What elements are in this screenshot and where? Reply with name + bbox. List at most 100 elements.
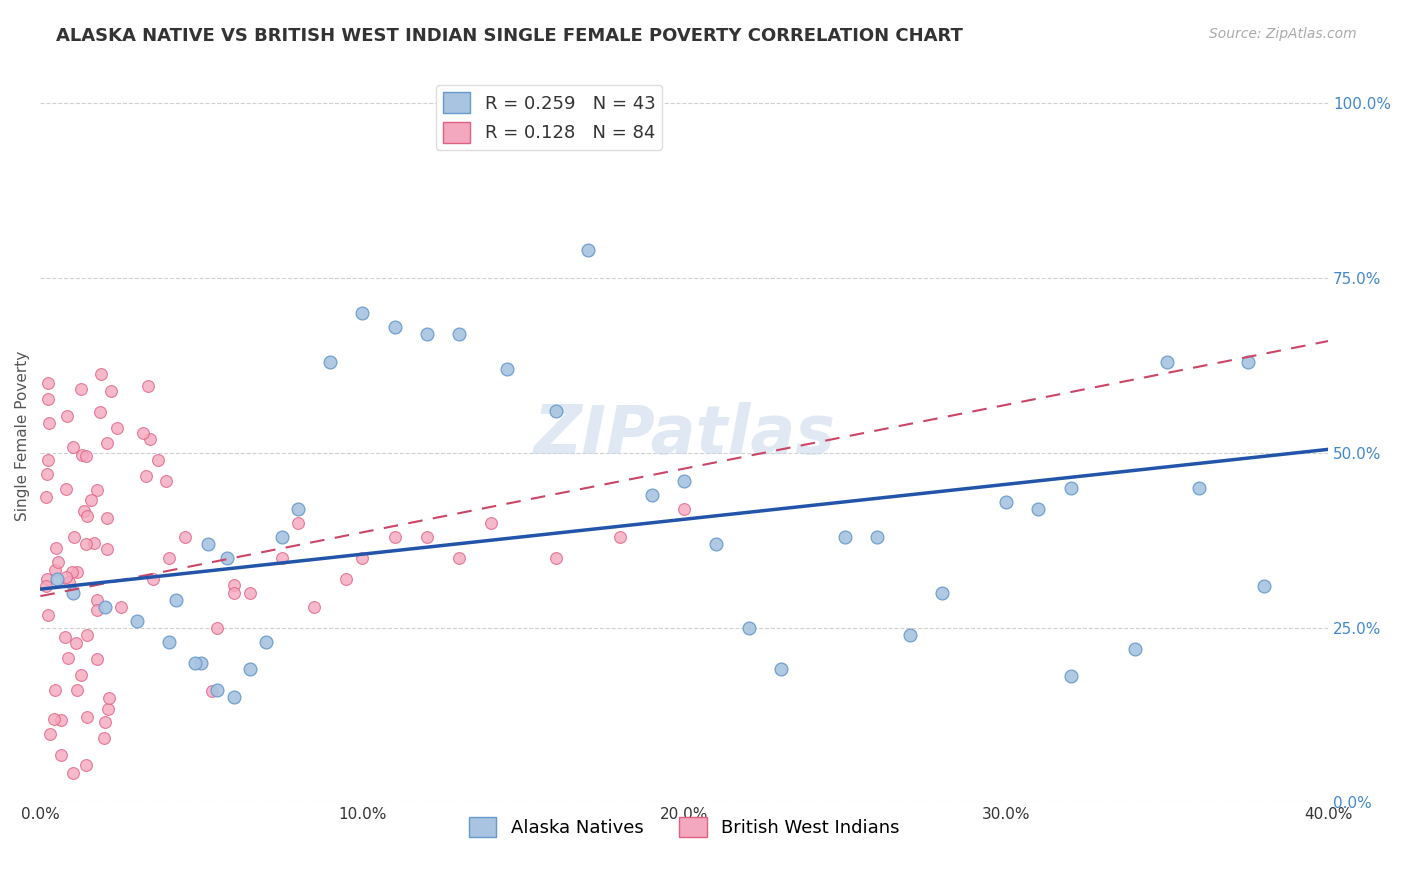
Point: [76, 710, 98, 724]
Point: [239, 585, 262, 599]
Point: [125, 614, 148, 628]
Text: ZIPatlas: ZIPatlas: [533, 402, 835, 468]
Point: [35, 573, 58, 587]
Point: [86, 652, 108, 666]
Point: [641, 488, 664, 502]
Point: [157, 550, 180, 565]
Point: [55, 483, 77, 497]
Point: [62, 440, 84, 454]
Point: [898, 627, 921, 641]
Point: [62, 765, 84, 780]
Point: [706, 537, 728, 551]
Point: [89, 405, 111, 419]
Point: [56, 651, 79, 665]
Point: [254, 634, 277, 648]
Point: [207, 683, 229, 698]
Point: [37, 608, 59, 623]
Point: [96, 436, 118, 450]
Point: [769, 663, 792, 677]
Point: [201, 683, 224, 698]
Point: [98, 691, 121, 706]
Point: [352, 306, 374, 320]
Point: [384, 530, 406, 544]
Point: [222, 585, 245, 599]
Point: [63, 529, 86, 543]
Point: [100, 384, 122, 398]
Point: [190, 656, 212, 670]
Point: [94, 715, 117, 730]
Point: [931, 585, 953, 599]
Point: [384, 320, 406, 334]
Point: [479, 516, 502, 530]
Point: [69, 668, 91, 682]
Point: [447, 550, 470, 565]
Point: [51, 747, 73, 762]
Point: [609, 530, 631, 544]
Point: [302, 599, 325, 614]
Point: [94, 599, 117, 614]
Point: [105, 421, 128, 435]
Point: [184, 656, 207, 670]
Point: [544, 404, 567, 418]
Point: [38, 727, 60, 741]
Point: [287, 501, 309, 516]
Point: [49, 713, 72, 727]
Point: [270, 530, 292, 544]
Point: [352, 550, 374, 565]
Point: [207, 621, 229, 635]
Point: [319, 355, 342, 369]
Y-axis label: Single Female Poverty: Single Female Poverty: [15, 351, 30, 521]
Point: [447, 327, 470, 342]
Point: [165, 592, 187, 607]
Point: [45, 572, 67, 586]
Point: [86, 593, 108, 607]
Point: [1059, 669, 1081, 683]
Point: [287, 516, 309, 530]
Point: [66, 682, 89, 697]
Point: [609, 117, 631, 131]
Point: [673, 474, 696, 488]
Point: [139, 432, 162, 446]
Point: [110, 599, 132, 614]
Point: [1156, 355, 1178, 369]
Point: [45, 541, 67, 555]
Point: [44, 563, 66, 577]
Point: [65, 565, 87, 579]
Point: [1188, 481, 1211, 495]
Point: [70, 448, 93, 462]
Point: [1253, 579, 1275, 593]
Point: [222, 690, 245, 705]
Point: [44, 682, 66, 697]
Point: [135, 469, 157, 483]
Point: [76, 508, 98, 523]
Point: [35, 579, 58, 593]
Point: [86, 603, 108, 617]
Point: [157, 634, 180, 648]
Legend: Alaska Natives, British West Indians: Alaska Natives, British West Indians: [461, 809, 907, 845]
Text: ALASKA NATIVE VS BRITISH WEST INDIAN SINGLE FEMALE POVERTY CORRELATION CHART: ALASKA NATIVE VS BRITISH WEST INDIAN SIN…: [56, 27, 963, 45]
Point: [60, 566, 83, 580]
Point: [217, 550, 239, 565]
Point: [416, 530, 439, 544]
Point: [89, 367, 111, 381]
Point: [1028, 501, 1050, 516]
Point: [224, 578, 246, 592]
Point: [737, 621, 759, 635]
Point: [93, 731, 115, 746]
Point: [37, 376, 59, 390]
Point: [1123, 641, 1146, 656]
Point: [75, 450, 97, 464]
Point: [148, 453, 170, 467]
Point: [335, 572, 357, 586]
Point: [62, 585, 84, 599]
Point: [496, 362, 519, 376]
Point: [132, 426, 155, 441]
Point: [58, 574, 80, 589]
Point: [46, 555, 69, 569]
Point: [197, 537, 219, 551]
Point: [53, 630, 76, 644]
Point: [142, 572, 165, 586]
Point: [76, 628, 98, 642]
Point: [155, 475, 177, 489]
Point: [73, 504, 96, 518]
